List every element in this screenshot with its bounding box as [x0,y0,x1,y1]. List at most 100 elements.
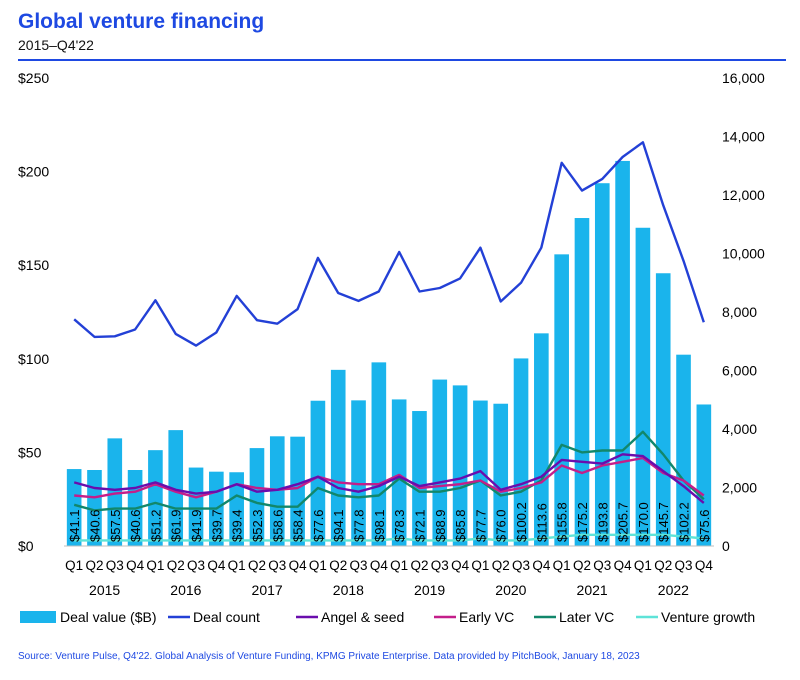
x-tick-label: Q4 [370,558,389,573]
bar-value-label: $51.2 [148,509,163,542]
x-tick-label: Q3 [593,558,611,573]
bar-value-label: $75.6 [697,509,712,542]
series-line-early-vc [74,456,705,499]
bar-value-label: $58.4 [291,509,306,542]
x-tick-label: Q1 [228,558,246,573]
deal-value-bar [452,385,468,546]
x-tick-label: Q1 [471,558,489,573]
year-label: 2021 [577,582,608,598]
left-axis: $0 $50 $100 $150 $200 $250 [18,70,49,554]
deal-value-bar [412,411,427,546]
x-tick-label: Q1 [146,558,164,573]
legend-label: Angel & seed [321,609,404,625]
right-axis-tick-label: 2,000 [722,480,757,496]
x-tick-label: Q1 [553,558,571,573]
deal-value-bars [66,160,712,546]
bar-value-labels: $41.1 $40.6 $57.5 $40.6 $51.2 $61.9 $41.9 $39.7… [67,502,712,542]
deal-value-bar [594,183,610,546]
deal-value-bar [188,467,204,546]
x-tick-label: Q4 [207,558,226,573]
bar-value-label: $41.9 [189,509,204,542]
bar-value-label: $72.1 [412,509,427,542]
legend-label: Early VC [459,609,514,625]
bar-value-label: $205.7 [616,502,631,542]
legend-label: Deal value ($B) [60,609,157,625]
x-tick-label: Q4 [126,558,145,573]
year-label: 2020 [495,582,526,598]
bar-value-label: $40.6 [87,509,102,542]
series-line-angel-seed [73,453,705,504]
x-tick-label: Q3 [187,558,205,573]
bar-value-label: $98.1 [372,509,387,542]
left-axis-tick-label: $200 [18,164,49,180]
deal-value-bar [432,379,448,546]
deal-value-bar [696,404,712,546]
x-tick-label: Q3 [675,558,693,573]
bar-value-label: $41.1 [67,509,82,542]
year-label: 2018 [333,582,364,598]
bar-value-label: $77.7 [473,509,488,542]
right-axis-tick-label: 14,000 [722,129,765,145]
bar-value-label: $52.3 [250,509,265,542]
right-axis-tick-label: 10,000 [722,246,765,262]
x-tick-label: Q4 [695,558,714,573]
deal-value-bar [371,362,387,546]
series-line-later-vc [73,430,705,512]
legend-label: Later VC [559,609,614,625]
bar-value-label: $145.7 [656,502,671,542]
left-axis-tick-label: $100 [18,351,49,367]
bar-value-label: $193.8 [595,502,610,542]
x-tick-label: Q1 [634,558,652,573]
right-axis-tick-label: 16,000 [722,70,765,86]
right-axis-tick-label: 12,000 [722,187,765,203]
bar-value-label: $155.8 [555,502,570,542]
deal-value-bar [655,273,671,546]
chart-subtitle: 2015–Q4'22 [18,37,94,53]
deal-value-bar [330,369,346,546]
x-tick-label: Q3 [512,558,530,573]
bar-value-label: $77.8 [352,509,367,542]
deal-value-bar [574,218,590,546]
deal-value-bar [513,358,529,546]
series-lines [73,141,705,542]
chart-title: Global venture financing [18,10,265,33]
bar-value-label: $76.0 [494,509,509,542]
x-tick-label: Q3 [268,558,286,573]
deal-value-bar [473,400,488,546]
bar-value-label: $39.4 [230,509,245,542]
bar-value-label: $57.5 [108,509,123,542]
x-tick-label: Q4 [289,558,308,573]
deal-value-bar [168,430,184,546]
deal-value-bar [351,400,366,546]
x-tick-label: Q1 [309,558,327,573]
series-line-deal-count [73,141,705,347]
bar-value-label: $40.6 [128,509,143,542]
year-label: 2022 [658,582,689,598]
x-tick-label: Q2 [85,558,103,573]
bar-value-label: $58.6 [270,509,285,542]
left-axis-tick-label: $250 [18,70,49,86]
x-tick-label: Q2 [410,558,428,573]
bar-value-label: $175.2 [575,502,590,542]
right-axis: 0 2,000 4,000 6,000 8,000 10,000 12,000 14,000 1… [722,70,765,554]
x-tick-label: Q4 [451,558,470,573]
bar-value-label: $39.7 [209,509,224,542]
right-axis-tick-label: 6,000 [722,363,757,379]
bar-value-label: $94.1 [331,509,346,542]
legend-label: Deal count [193,609,260,625]
right-axis-tick-label: 8,000 [722,304,757,320]
deal-value-bar [249,448,265,546]
deal-value-bar [269,436,285,546]
title-rule [18,59,786,61]
legend: Deal value ($B) Deal count Angel & seed Ear… [20,609,755,625]
x-tick-label: Q2 [329,558,347,573]
left-axis-tick-label: $0 [18,538,34,554]
x-tick-label: Q4 [614,558,633,573]
deal-value-bar [66,469,82,546]
series-line-venture-growth [74,533,704,542]
source-note: Source: Venture Pulse, Q4'22. Global Ana… [18,651,640,662]
x-tick-label: Q2 [573,558,591,573]
deal-value-bar [554,254,569,546]
deal-value-bar [229,472,244,546]
right-axis-tick-label: 0 [722,538,730,554]
